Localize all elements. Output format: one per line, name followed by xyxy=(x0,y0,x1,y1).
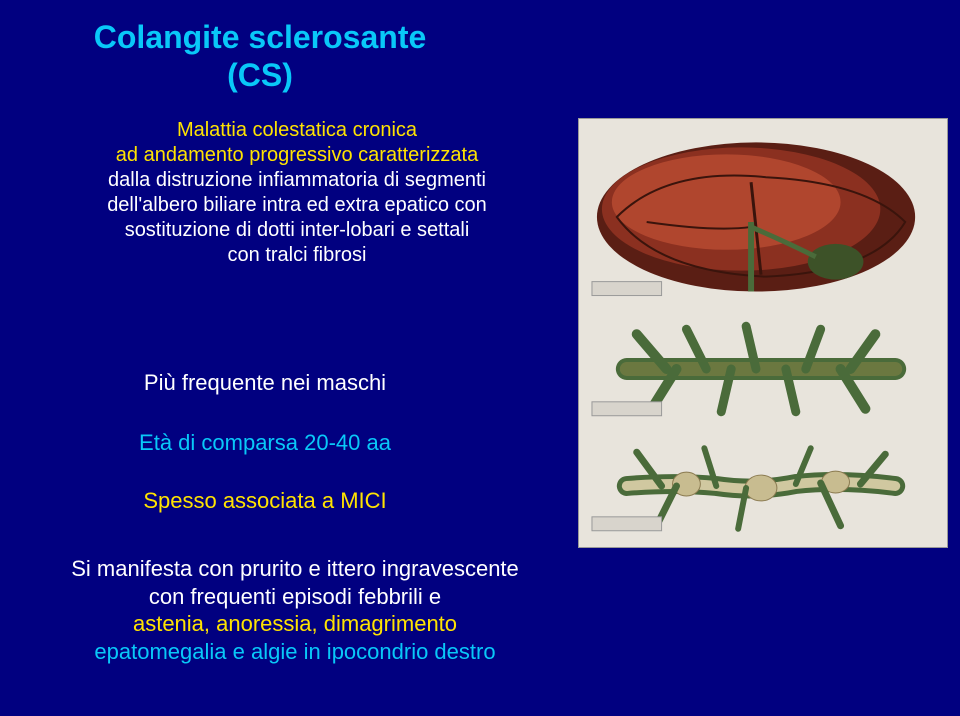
age-text: Età di comparsa 20-40 aa xyxy=(100,430,430,456)
sclerosed-duct-illustration xyxy=(587,434,939,539)
clinical-line-4: epatomegalia e algie in ipocondrio destr… xyxy=(40,638,550,666)
normal-duct-svg xyxy=(587,314,939,424)
clinical-line-3: astenia, anoressia, dimagrimento xyxy=(40,610,550,638)
normal-duct-illustration xyxy=(587,314,939,424)
frequency-text: Più frequente nei maschi xyxy=(85,370,445,396)
slide-title: Colangite sclerosante (CS) xyxy=(70,18,450,95)
desc-white-2: dell'albero biliare intra ed extra epati… xyxy=(62,193,532,218)
liver-illustration xyxy=(587,127,939,302)
clinical-line-1: Si manifesta con prurito e ittero ingrav… xyxy=(40,555,550,583)
clinical-line-2: con frequenti episodi febbrili e xyxy=(40,583,550,611)
title-line-1: Colangite sclerosante xyxy=(70,18,450,56)
desc-white-4: con tralci fibrosi xyxy=(62,243,532,268)
desc-white-3: sostituzione di dotti inter-lobari e set… xyxy=(62,218,532,243)
clinical-block: Si manifesta con prurito e ittero ingrav… xyxy=(40,555,550,665)
medical-illustration-panel xyxy=(578,118,948,548)
frequency-block: Più frequente nei maschi xyxy=(85,370,445,396)
mici-block: Spesso associata a MICI xyxy=(100,488,430,514)
description-block: Malattia colestatica cronica ad andament… xyxy=(62,118,532,268)
title-line-2: (CS) xyxy=(70,56,450,94)
sclerosed-duct-svg xyxy=(587,434,939,539)
age-block: Età di comparsa 20-40 aa xyxy=(100,430,430,456)
desc-yellow-1: Malattia colestatica cronica xyxy=(62,118,532,143)
liver-svg xyxy=(587,127,939,302)
mici-text: Spesso associata a MICI xyxy=(100,488,430,514)
desc-white-1: dalla distruzione infiammatoria di segme… xyxy=(62,168,532,193)
desc-yellow-2: ad andamento progressivo caratterizzata xyxy=(62,143,532,168)
